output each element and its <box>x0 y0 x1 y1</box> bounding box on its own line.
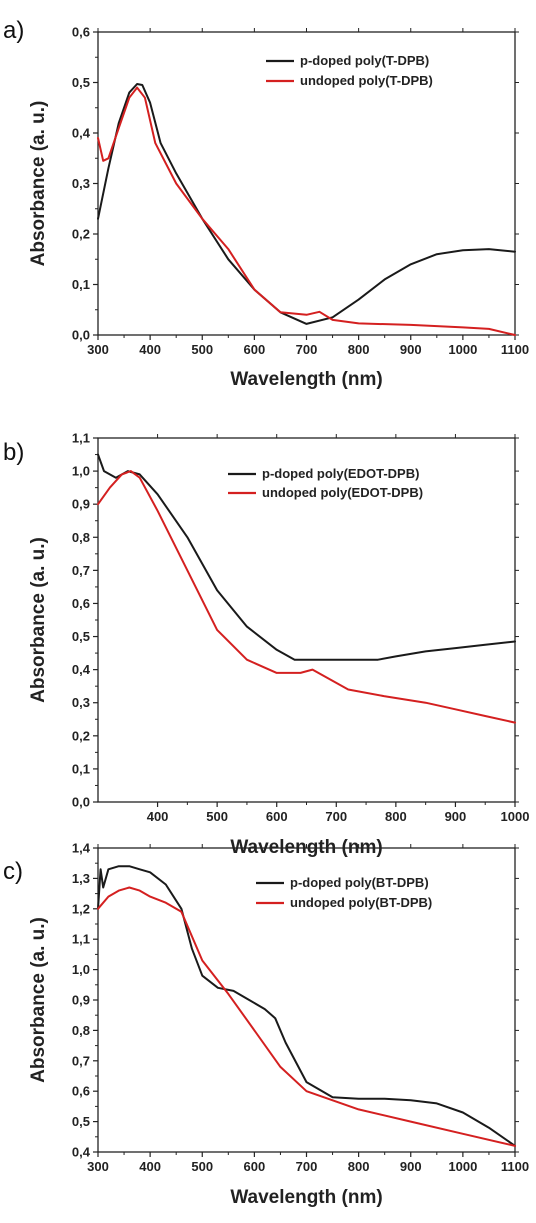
series-line-undoped <box>97 470 516 724</box>
x-tick-label: 500 <box>191 1159 213 1174</box>
x-tick-label: 700 <box>325 809 347 824</box>
x-axis-label: Wavelength (nm) <box>230 1187 382 1208</box>
x-tick-label: 300 <box>87 342 109 357</box>
x-tick-label: 500 <box>191 342 213 357</box>
y-tick-label: 0,0 <box>72 795 90 810</box>
x-tick-label: 1000 <box>448 1159 477 1174</box>
y-tick-label: 0,2 <box>72 227 90 242</box>
y-tick-label: 0,4 <box>72 126 91 141</box>
x-tick-label: 400 <box>139 1159 161 1174</box>
y-axis-label: Absorbance (a. u.) <box>28 537 49 703</box>
y-tick-label: 1,2 <box>72 901 90 916</box>
y-tick-label: 0,5 <box>72 1114 90 1129</box>
legend-label: p-doped poly(BT-DPB) <box>290 875 429 890</box>
y-axis-label: Absorbance (a. u.) <box>28 101 49 267</box>
y-tick-label: 0,4 <box>72 662 91 677</box>
y-tick-label: 0,5 <box>72 75 90 90</box>
x-tick-label: 1000 <box>448 342 477 357</box>
y-tick-label: 0,2 <box>72 728 90 743</box>
panel-label: b) <box>3 439 24 466</box>
legend-label: undoped poly(T-DPB) <box>300 73 433 88</box>
y-tick-label: 0,3 <box>72 176 90 191</box>
y-tick-label: 0,7 <box>72 563 90 578</box>
legend-label: p-doped poly(EDOT-DPB) <box>262 466 419 481</box>
y-tick-label: 0,6 <box>72 596 90 611</box>
x-tick-label: 700 <box>296 342 318 357</box>
y-tick-label: 0,9 <box>72 497 90 512</box>
y-tick-label: 0,3 <box>72 695 90 710</box>
series-line-undoped <box>97 86 516 336</box>
y-tick-label: 1,0 <box>72 962 90 977</box>
chart-panel-c: c) 300 400 500 600 700 800 900 1000 1100 0,4 0,5 0,6… <box>3 841 529 1209</box>
panel-label: a) <box>3 17 24 44</box>
x-tick-label: 900 <box>400 342 422 357</box>
x-tick-label: 600 <box>266 809 288 824</box>
x-tick-label: 500 <box>206 809 228 824</box>
y-tick-label: 0,7 <box>72 1053 90 1068</box>
x-tick-label: 800 <box>385 809 407 824</box>
chart-panel-b: b) 400 500 600 700 800 900 1000 0,0 0,1 0,2 0,3 0,4 0… <box>3 431 529 859</box>
x-tick-label: 700 <box>296 1159 318 1174</box>
y-tick-label: 0,6 <box>72 1084 90 1099</box>
y-tick-label: 1,1 <box>72 932 90 947</box>
x-tick-label: 600 <box>244 342 266 357</box>
legend: p-doped poly(BT-DPB) undoped poly(BT-DPB) <box>256 875 432 910</box>
x-tick-label: 1100 <box>501 1159 529 1174</box>
y-tick-label: 0,8 <box>72 1023 90 1038</box>
y-tick-label: 0,9 <box>72 993 90 1008</box>
chart-panel-a: a) 300 400 500 600 700 800 900 1000 1100 0,0 0,1 0,2… <box>3 17 529 390</box>
y-tick-label: 0,5 <box>72 629 90 644</box>
y-tick-label: 0,6 <box>72 25 90 40</box>
x-tick-label: 800 <box>348 342 370 357</box>
legend: p-doped poly(EDOT-DPB) undoped poly(EDOT-… <box>228 466 423 500</box>
x-axis-label: Wavelength (nm) <box>230 369 382 390</box>
y-tick-label: 0,1 <box>72 277 90 292</box>
y-tick-label: 1,3 <box>72 871 90 886</box>
legend-label: undoped poly(BT-DPB) <box>290 895 432 910</box>
x-tick-label: 600 <box>244 1159 266 1174</box>
x-tick-label: 900 <box>445 809 467 824</box>
x-tick-label: 400 <box>139 342 161 357</box>
x-tick-label: 800 <box>348 1159 370 1174</box>
legend: p-doped poly(T-DPB) undoped poly(T-DPB) <box>266 53 433 88</box>
y-tick-label: 1,0 <box>72 464 90 479</box>
series-line-p-doped <box>97 453 516 661</box>
y-tick-label: 1,1 <box>72 431 90 446</box>
x-tick-label: 1000 <box>501 809 530 824</box>
series-line-p-doped <box>97 83 516 325</box>
x-tick-label: 900 <box>400 1159 422 1174</box>
y-tick-label: 0,4 <box>72 1145 91 1160</box>
series-line-undoped <box>97 886 516 1147</box>
y-tick-label: 0,0 <box>72 328 90 343</box>
plot-frame <box>97 847 516 1153</box>
y-tick-label: 1,4 <box>72 841 91 856</box>
y-tick-label: 0,1 <box>72 761 90 776</box>
series-line-p-doped <box>97 865 516 1147</box>
legend-label: p-doped poly(T-DPB) <box>300 53 429 68</box>
x-tick-label: 300 <box>87 1159 109 1174</box>
y-axis-label: Absorbance (a. u.) <box>28 917 49 1083</box>
x-tick-label: 400 <box>147 809 169 824</box>
x-tick-label: 1100 <box>501 342 529 357</box>
legend-label: undoped poly(EDOT-DPB) <box>262 485 423 500</box>
panel-label: c) <box>3 858 23 885</box>
y-tick-label: 0,8 <box>72 530 90 545</box>
